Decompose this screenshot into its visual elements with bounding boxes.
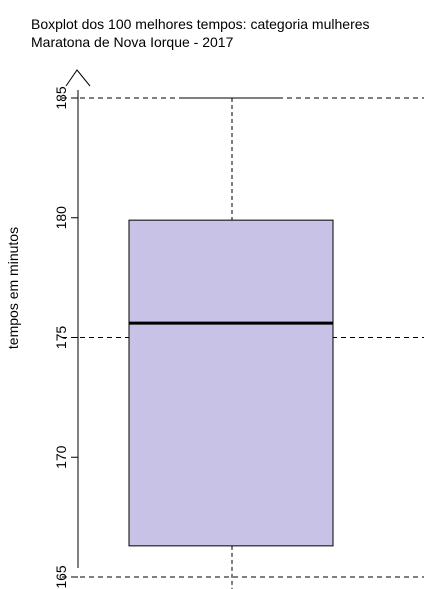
y-tick-label-185: 185: [53, 86, 69, 110]
box-plot: [128, 97, 334, 589]
y-tick-label-175: 175: [53, 326, 69, 350]
axis-arrow: [65, 69, 91, 87]
chart-title-line-1: Boxplot dos 100 melhores tempos: categor…: [31, 16, 370, 32]
y-tick-label-180: 180: [53, 206, 69, 230]
y-tick-label-165: 165: [53, 565, 69, 589]
y-axis-ticks: 150155160165170175180185: [53, 86, 78, 589]
interquartile-box: [128, 219, 334, 547]
chart-title-line-2: Maratona de Nova Iorque - 2017: [31, 34, 234, 50]
y-tick-label-170: 170: [53, 445, 69, 469]
y-axis-label: tempos em minutos: [5, 227, 21, 349]
